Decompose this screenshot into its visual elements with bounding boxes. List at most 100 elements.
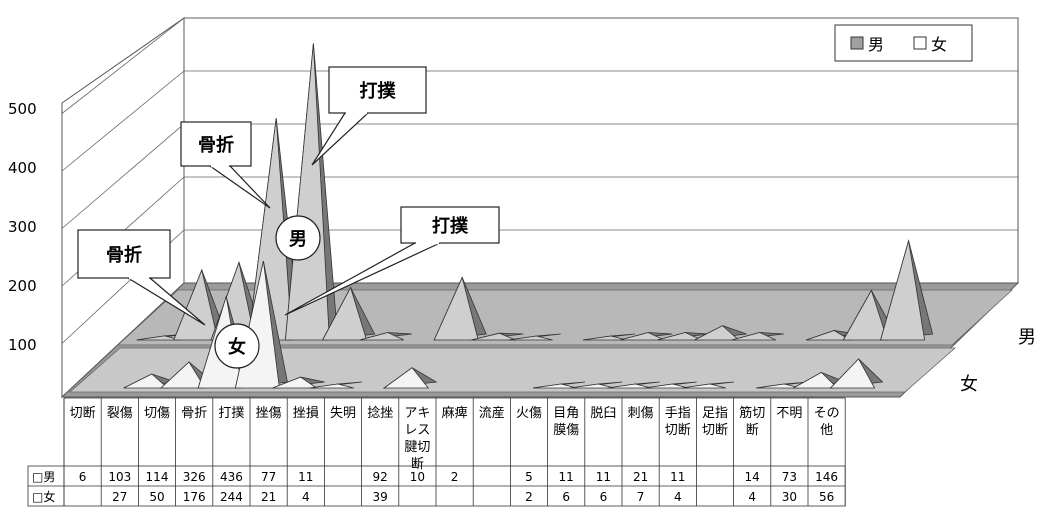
gridline: [61, 70, 1018, 172]
table-header-15: 刺傷: [628, 406, 654, 421]
male-peak: [471, 332, 516, 341]
female-peak: [829, 358, 876, 389]
table-cell: 11: [596, 470, 611, 484]
male-peak: [657, 332, 702, 341]
table-cell: 2: [451, 470, 459, 484]
table-cell: 436: [220, 470, 243, 484]
depth-label-female: 女: [960, 374, 978, 395]
table-header-17: 切断: [702, 423, 728, 438]
table-header-6: 挫損: [293, 406, 319, 421]
table-cell: 11: [298, 470, 313, 484]
table-cell: 244: [220, 490, 243, 504]
callout-box: [77, 229, 171, 279]
male-peak: [173, 268, 219, 341]
female-peak: [570, 383, 615, 389]
callout-text: 打撲: [360, 80, 397, 102]
table-header-3: 骨折: [181, 406, 207, 421]
table-cell: 7: [637, 490, 645, 504]
table-cell: 146: [815, 470, 838, 484]
table-row-label: □男: [32, 470, 55, 484]
y-tick-label: 300: [8, 218, 37, 236]
table-header-18: 筋切: [739, 405, 765, 421]
female-peak: [123, 373, 169, 389]
circle-label-text: 男: [289, 229, 307, 250]
table-header-7: 失明: [330, 406, 356, 421]
male-peak: [433, 276, 479, 341]
y-tick-label: 500: [8, 100, 37, 118]
table-cell: 6: [600, 490, 608, 504]
table-header-1: 裂傷: [107, 406, 133, 421]
female-peak: [272, 376, 318, 389]
legend-label-female: 女: [931, 35, 947, 54]
y-tick-label: 100: [8, 336, 37, 354]
table-header-13: 膜傷: [553, 423, 579, 438]
table-cell: 77: [261, 470, 276, 484]
female-peak: [309, 383, 354, 389]
table-header-9: 断: [411, 457, 424, 472]
table-cell: 2: [525, 490, 533, 504]
male-peak: [731, 332, 776, 341]
female-peak: [382, 367, 430, 389]
table-header-13: 目角: [553, 406, 579, 421]
table-cell: 176: [183, 490, 206, 504]
table-header-12: 火傷: [516, 406, 542, 421]
table-header-4: 打撲: [218, 406, 244, 421]
female-peak: [756, 383, 801, 389]
table-header-9: アキ: [404, 406, 430, 421]
male-peak: [508, 335, 553, 341]
circle-label: [214, 323, 260, 369]
table-header-19: 不明: [776, 406, 802, 421]
table-header-2: 切傷: [144, 406, 170, 421]
table-cell: 6: [562, 490, 570, 504]
table-cell: 56: [819, 490, 834, 504]
female-peak: [791, 371, 839, 389]
female-peak: [644, 383, 689, 389]
male-peak: [359, 332, 404, 341]
table-cell: 10: [410, 470, 425, 484]
callout-text: 骨折: [198, 134, 234, 156]
table-cell: 4: [748, 490, 756, 504]
table-header-20: 他: [820, 423, 833, 438]
table-cell: 21: [633, 470, 648, 484]
table-header-9: レス: [404, 423, 430, 438]
callout-box: [328, 66, 427, 114]
y-tick-label: 200: [8, 277, 37, 295]
legend-swatch-male: [850, 36, 864, 50]
table-cell: 6: [79, 470, 87, 484]
table-cell: 92: [373, 470, 388, 484]
circle-label-text: 女: [228, 336, 246, 358]
table-cell: 39: [373, 490, 388, 504]
table-header-0: 切断: [70, 406, 96, 421]
table-header-16: 手指: [665, 406, 691, 421]
table-header-17: 足指: [702, 406, 728, 421]
gridline: [61, 17, 1018, 114]
table-cell: 50: [149, 490, 164, 504]
female-peak: [607, 383, 652, 389]
male-peak: [620, 332, 665, 341]
table-cell: 30: [782, 490, 797, 504]
table-header-9: 腱切: [404, 440, 430, 455]
depth-label-male: 男: [1018, 327, 1036, 348]
legend-swatch-female: [913, 36, 927, 50]
female-peak: [532, 383, 578, 389]
female-peak: [159, 361, 206, 389]
circle-label: [275, 215, 321, 261]
table-header-18: 断: [746, 423, 759, 438]
table-header-20: その: [814, 406, 840, 421]
table-header-11: 流産: [479, 405, 505, 421]
callout-text: 打撲: [432, 215, 469, 237]
callout-box: [400, 206, 500, 244]
table-cell: 27: [112, 490, 127, 504]
gridline: [61, 229, 1018, 344]
male-peak: [136, 335, 181, 341]
table-cell: 114: [146, 470, 169, 484]
female-peak: [681, 383, 726, 389]
table-header-5: 挫傷: [256, 406, 282, 421]
table-cell: 103: [108, 470, 131, 484]
male-peak: [806, 330, 852, 341]
y-tick-label: 400: [8, 159, 37, 177]
table-cell: 326: [183, 470, 206, 484]
table-header-8: 捻挫: [367, 406, 393, 421]
